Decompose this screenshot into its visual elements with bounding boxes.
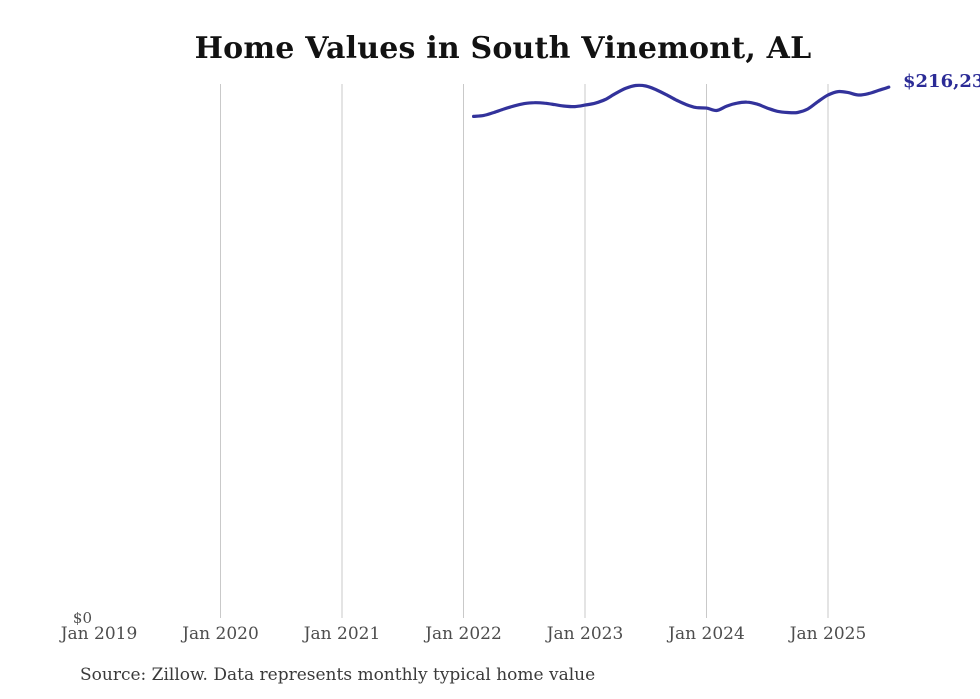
x-tick-label: Jan 2020 (182, 624, 259, 644)
y-axis-zero-label: $0 (72, 609, 92, 627)
x-tick-label: Jan 2019 (60, 624, 138, 644)
chart-title: Home Values in South Vinemont, AL (194, 31, 812, 66)
end-value-label: $216,230 (903, 71, 980, 92)
x-tick-label: Jan 2021 (303, 624, 381, 644)
source-note: Source: Zillow. Data represents monthly … (80, 665, 596, 685)
x-tick-label: Jan 2025 (789, 624, 867, 644)
home-values-line (472, 83, 891, 118)
x-tick-label: Jan 2023 (546, 624, 624, 644)
x-tick-label: Jan 2024 (668, 624, 745, 644)
x-tick-label: Jan 2022 (425, 624, 502, 644)
gridlines-group (220, 84, 829, 618)
